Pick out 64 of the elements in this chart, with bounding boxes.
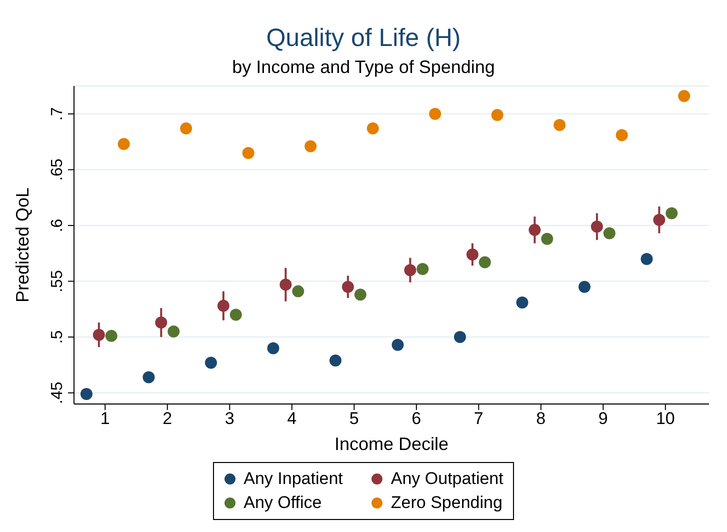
point [118, 138, 130, 150]
y-tick-label: .7 [49, 107, 66, 121]
legend-label: Any Outpatient [390, 469, 504, 489]
point [578, 280, 590, 293]
x-tick-label: 4 [287, 409, 297, 428]
point [354, 288, 366, 301]
point [230, 308, 242, 321]
point [678, 90, 690, 102]
point [640, 252, 653, 265]
legend-label: Any Office [244, 493, 322, 513]
point [392, 338, 404, 351]
y-tick-label: .6 [49, 218, 66, 232]
y-tick-label: .65 [49, 158, 66, 181]
x-tick-label: 3 [224, 409, 234, 428]
y-tick-label: .55 [49, 270, 66, 292]
point [429, 108, 442, 120]
point [280, 278, 292, 291]
chart-subtitle: by Income and Type of Spending [231, 56, 496, 78]
point [267, 342, 280, 354]
point [342, 280, 354, 293]
point [292, 285, 304, 298]
point [217, 300, 230, 312]
point [142, 371, 155, 384]
point [329, 354, 342, 366]
y-tick-label: .5 [49, 330, 66, 344]
point [616, 129, 628, 142]
point [491, 109, 504, 122]
chart-title: Quality of Life (H) [265, 23, 462, 53]
point [541, 232, 554, 245]
point [666, 207, 678, 220]
y-axis-title: Predicted QoL [12, 187, 32, 303]
point [180, 122, 192, 134]
point [304, 140, 317, 152]
point [404, 264, 416, 276]
point [242, 146, 254, 159]
point [366, 122, 379, 134]
point [204, 356, 217, 369]
x-tick-label: 5 [349, 409, 359, 428]
point [105, 330, 118, 342]
x-tick-label: 6 [412, 409, 422, 428]
point [590, 220, 603, 233]
point [92, 328, 105, 341]
x-tick-label: 9 [598, 409, 608, 428]
point [516, 296, 528, 308]
x-tick-label: 10 [656, 409, 675, 428]
point [554, 119, 566, 132]
point [466, 248, 478, 260]
x-tick-label: 2 [162, 409, 172, 428]
legend-label: Zero Spending [390, 493, 502, 513]
point [478, 256, 491, 268]
x-tick-label: 1 [100, 409, 110, 428]
point [416, 262, 429, 275]
x-tick-label: 7 [474, 409, 484, 428]
point [168, 325, 180, 338]
point [454, 331, 466, 344]
x-tick-label: 8 [536, 409, 546, 428]
y-tick-label: .45 [49, 382, 66, 404]
x-axis-title: Income Decile [334, 434, 449, 454]
point [653, 214, 666, 226]
point [603, 227, 616, 240]
point [155, 316, 168, 329]
legend-label: Any Inpatient [244, 469, 343, 489]
point [528, 224, 541, 236]
point [80, 388, 92, 400]
